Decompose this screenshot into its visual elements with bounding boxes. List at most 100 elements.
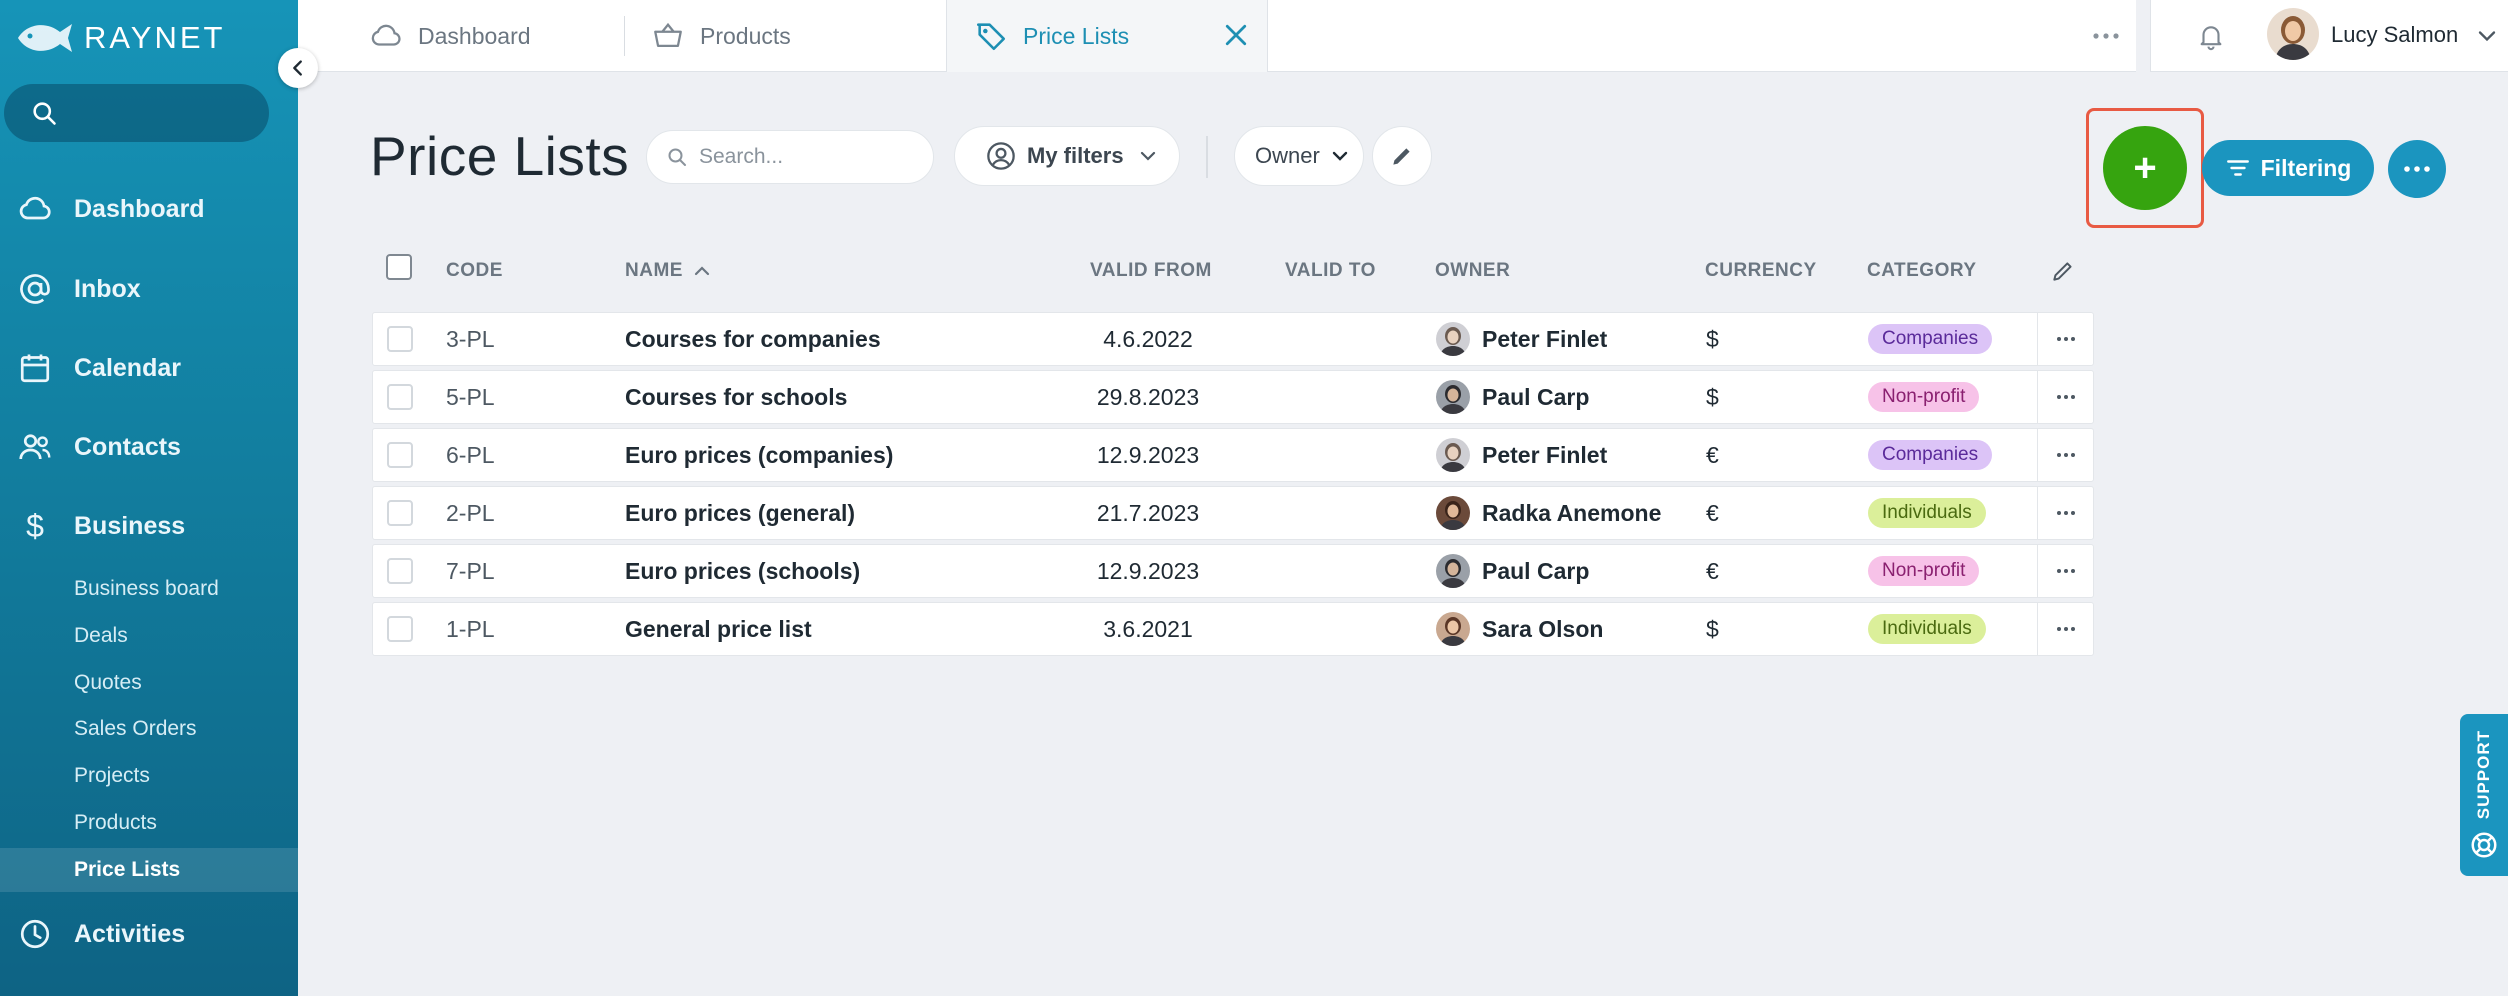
cell-name[interactable]: Euro prices (general) xyxy=(625,499,856,526)
cell-name[interactable]: General price list xyxy=(625,615,812,642)
sub-business-board[interactable]: Business board xyxy=(0,567,298,611)
pencil-icon xyxy=(1393,148,1410,165)
cell-name[interactable]: Courses for companies xyxy=(625,325,881,352)
tab-price-lists[interactable]: Price Lists xyxy=(946,0,1268,72)
table-row[interactable]: 3-PL Courses for companies 4.6.2022 $ Peter … xyxy=(372,312,2094,366)
nav-contacts[interactable]: Contacts xyxy=(0,422,298,472)
sub-projects[interactable]: Projects xyxy=(0,754,298,798)
tab-products[interactable]: Products xyxy=(650,0,910,72)
page-title: Price Lists xyxy=(370,125,630,187)
nav-calendar[interactable]: Calendar xyxy=(0,343,298,393)
search-field[interactable] xyxy=(646,130,934,184)
column-header-owner[interactable]: OWNER xyxy=(1435,260,1511,281)
tab-label: Price Lists xyxy=(1023,22,1130,49)
brand-name: RAYNET xyxy=(84,20,226,55)
cell-owner[interactable]: Paul Carp xyxy=(1436,371,1589,423)
edit-columns-icon[interactable] xyxy=(2050,258,2076,289)
cell-owner[interactable]: Sara Olson xyxy=(1436,603,1603,655)
support-tab[interactable]: SUPPORT xyxy=(2460,714,2508,876)
sub-quotes[interactable]: Quotes xyxy=(0,661,298,705)
sub-deals[interactable]: Deals xyxy=(0,614,298,658)
tab-dashboard[interactable]: Dashboard xyxy=(368,0,618,72)
avatar xyxy=(1436,438,1470,472)
select-all-checkbox[interactable] xyxy=(386,254,412,280)
nav-dashboard[interactable]: Dashboard xyxy=(0,184,298,234)
owner-dropdown[interactable]: Owner xyxy=(1234,126,1364,186)
collapse-sidebar-button[interactable] xyxy=(278,48,318,88)
cell-category: Individuals xyxy=(1868,487,1986,539)
cell-category: Non-profit xyxy=(1868,545,1980,597)
add-price-list-button[interactable]: + xyxy=(2103,126,2187,210)
table-row[interactable]: 7-PL Euro prices (schools) 12.9.2023 € Paul … xyxy=(372,544,2094,598)
cell-name[interactable]: Courses for schools xyxy=(625,383,848,410)
column-header-code[interactable]: CODE xyxy=(446,260,503,281)
cell-name[interactable]: Euro prices (companies) xyxy=(625,441,894,468)
nav-activities[interactable]: Activities xyxy=(0,909,298,959)
sidebar-search[interactable] xyxy=(4,84,269,142)
column-header-name[interactable]: NAME xyxy=(625,260,711,282)
table-row[interactable]: 1-PL General price list 3.6.2021 $ Sara Olso… xyxy=(372,602,2094,656)
more-tabs-icon[interactable] xyxy=(2090,20,2122,52)
row-menu-button[interactable] xyxy=(2037,603,2093,655)
cell-valid-from: 12.9.2023 xyxy=(1096,441,1200,468)
raynet-logo[interactable]: RAYNET xyxy=(14,18,225,58)
my-filters-dropdown[interactable]: My filters xyxy=(954,126,1180,186)
row-menu-button[interactable] xyxy=(2037,429,2093,481)
more-actions-button[interactable] xyxy=(2388,140,2446,198)
nav-inbox[interactable]: Inbox xyxy=(0,264,298,314)
sub-products[interactable]: Products xyxy=(0,801,298,845)
sub-price-lists[interactable]: Price Lists xyxy=(0,848,298,892)
edit-filters-button[interactable] xyxy=(1372,126,1432,186)
table-row[interactable]: 2-PL Euro prices (general) 21.7.2023 € Radka… xyxy=(372,486,2094,540)
filtering-button[interactable]: Filtering xyxy=(2202,140,2374,196)
sub-sales-orders[interactable]: Sales Orders xyxy=(0,707,298,751)
sort-ascending-icon xyxy=(694,266,709,276)
cell-owner[interactable]: Peter Finlet xyxy=(1436,429,1607,481)
search-input[interactable] xyxy=(699,145,919,169)
row-checkbox[interactable] xyxy=(387,603,413,655)
column-header-valid-from[interactable]: VALID FROM xyxy=(1090,260,1212,281)
avatar[interactable] xyxy=(2267,8,2319,60)
nav-label: Calendar xyxy=(74,353,181,382)
cell-code: 5-PL xyxy=(446,383,495,410)
cell-name[interactable]: Euro prices (schools) xyxy=(625,557,861,584)
row-checkbox[interactable] xyxy=(387,429,413,481)
column-header-valid-to[interactable]: VALID TO xyxy=(1285,260,1376,281)
cell-owner[interactable]: Paul Carp xyxy=(1436,545,1589,597)
more-icon xyxy=(2056,569,2075,573)
contacts-icon xyxy=(16,428,54,466)
chevron-down-icon[interactable] xyxy=(2473,22,2501,50)
table-row[interactable]: 5-PL Courses for schools 29.8.2023 $ Paul Ca… xyxy=(372,370,2094,424)
nav-business[interactable]: $ Business xyxy=(0,501,298,551)
cell-code: 3-PL xyxy=(446,325,495,352)
nav-label: Activities xyxy=(74,919,186,948)
cell-currency: $ xyxy=(1706,615,1719,642)
avatar xyxy=(1436,380,1470,414)
cloud-icon xyxy=(16,190,54,228)
cell-owner[interactable]: Radka Anemone xyxy=(1436,487,1661,539)
close-tab-icon[interactable] xyxy=(1221,20,1251,56)
row-checkbox[interactable] xyxy=(387,545,413,597)
bell-icon[interactable] xyxy=(2193,18,2229,54)
sub-label: Projects xyxy=(74,764,150,787)
cell-owner[interactable]: Peter Finlet xyxy=(1436,313,1607,365)
row-checkbox[interactable] xyxy=(387,313,413,365)
sub-label: Quotes xyxy=(74,671,142,694)
cloud-icon xyxy=(368,18,404,54)
row-checkbox[interactable] xyxy=(387,371,413,423)
row-menu-button[interactable] xyxy=(2037,487,2093,539)
cell-category: Non-profit xyxy=(1868,371,1980,423)
column-header-currency[interactable]: CURRENCY xyxy=(1705,260,1817,281)
user-name[interactable]: Lucy Salmon xyxy=(2331,22,2459,47)
row-menu-button[interactable] xyxy=(2037,545,2093,597)
row-menu-button[interactable] xyxy=(2037,313,2093,365)
sub-label: Business board xyxy=(74,577,219,600)
sub-label: Sales Orders xyxy=(74,717,197,740)
row-menu-button[interactable] xyxy=(2037,371,2093,423)
table-row[interactable]: 6-PL Euro prices (companies) 12.9.2023 € Pet… xyxy=(372,428,2094,482)
sub-label: Deals xyxy=(74,624,128,647)
row-checkbox[interactable] xyxy=(387,487,413,539)
basket-icon xyxy=(650,18,686,54)
column-header-label: NAME xyxy=(625,260,683,281)
column-header-category[interactable]: CATEGORY xyxy=(1867,260,1977,281)
